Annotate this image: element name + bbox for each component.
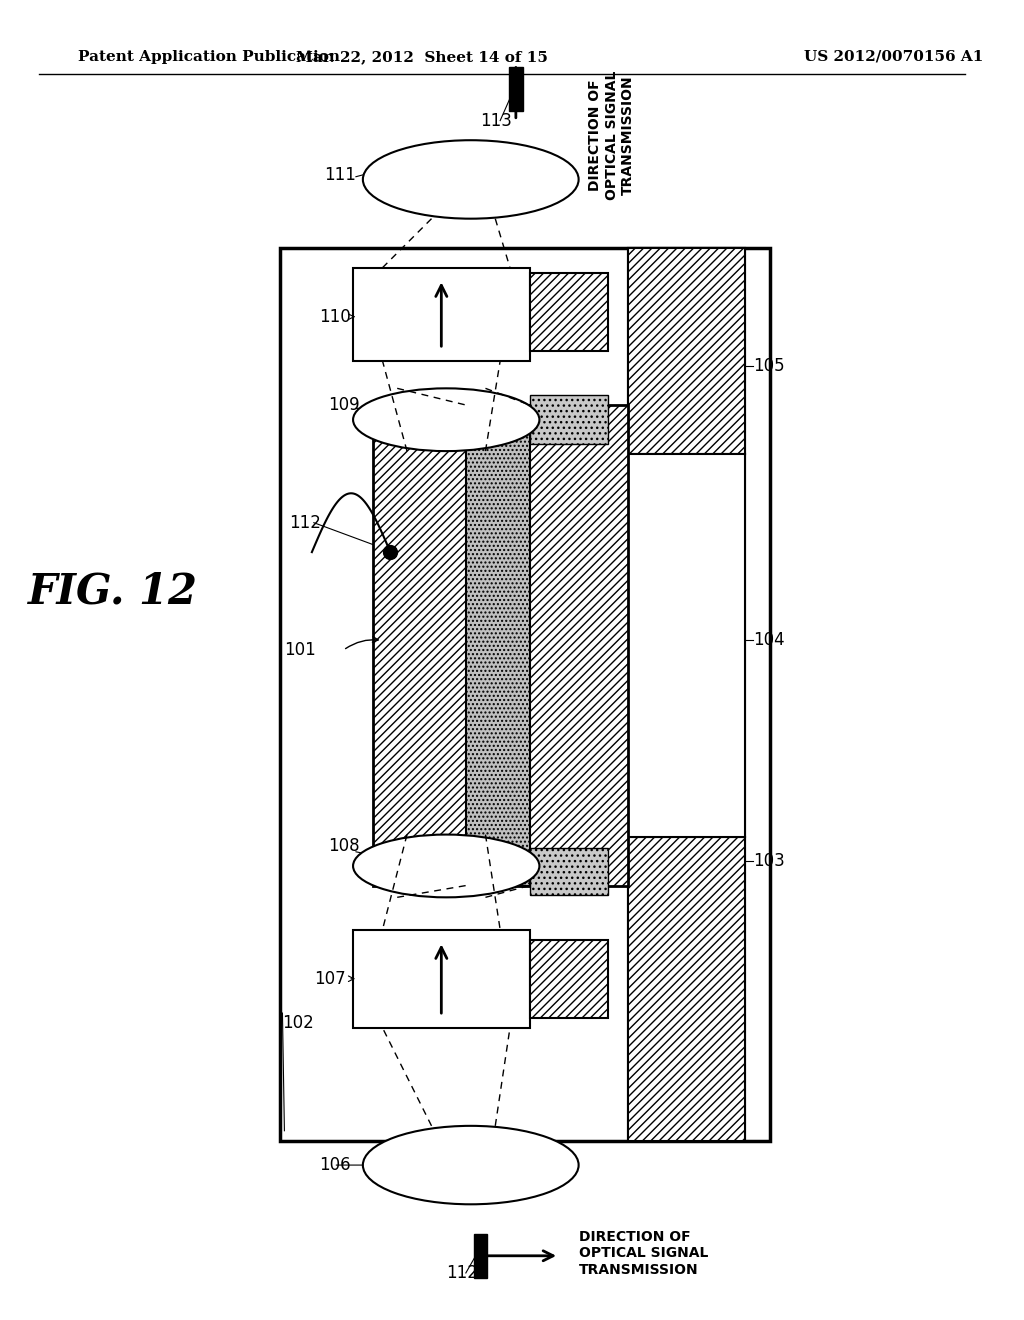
Bar [474, 1234, 487, 1278]
Text: 107: 107 [313, 970, 345, 987]
Bar [529, 273, 608, 351]
Bar [353, 929, 529, 1028]
Text: US 2012/0070156 A1: US 2012/0070156 A1 [804, 50, 984, 63]
Ellipse shape [353, 834, 540, 898]
Text: 110: 110 [318, 308, 350, 326]
Bar [280, 248, 770, 1140]
Text: 101: 101 [285, 642, 316, 659]
Text: 112: 112 [290, 513, 322, 532]
Text: 106: 106 [318, 1156, 350, 1173]
Bar [529, 940, 608, 1018]
Text: 109: 109 [329, 396, 360, 414]
Text: 105: 105 [754, 356, 784, 375]
Ellipse shape [353, 388, 540, 451]
Text: 104: 104 [754, 631, 784, 649]
Bar [529, 849, 608, 895]
Text: Mar. 22, 2012  Sheet 14 of 15: Mar. 22, 2012 Sheet 14 of 15 [296, 50, 548, 63]
Text: 112: 112 [446, 1265, 478, 1282]
Bar [628, 837, 745, 1140]
Text: 111: 111 [324, 165, 355, 183]
Text: DIRECTION OF
OPTICAL SIGNAL
TRANSMISSION: DIRECTION OF OPTICAL SIGNAL TRANSMISSION [589, 71, 635, 201]
Bar [529, 395, 608, 445]
Bar [509, 66, 522, 111]
Bar [466, 405, 529, 886]
Text: FIG. 12: FIG. 12 [28, 570, 198, 612]
Bar [628, 454, 745, 837]
Text: 113: 113 [480, 112, 512, 129]
Bar [373, 405, 628, 886]
Ellipse shape [362, 1126, 579, 1204]
Text: Patent Application Publication: Patent Application Publication [79, 50, 340, 63]
Ellipse shape [362, 140, 579, 219]
Text: 102: 102 [283, 1014, 314, 1032]
Bar [628, 248, 745, 1140]
Text: 108: 108 [329, 837, 360, 855]
Bar [628, 248, 745, 454]
Text: 103: 103 [754, 851, 785, 870]
Text: DIRECTION OF
OPTICAL SIGNAL
TRANSMISSION: DIRECTION OF OPTICAL SIGNAL TRANSMISSION [579, 1230, 708, 1276]
Bar [353, 268, 529, 360]
